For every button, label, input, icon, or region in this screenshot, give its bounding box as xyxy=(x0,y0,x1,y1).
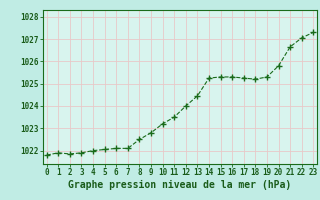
X-axis label: Graphe pression niveau de la mer (hPa): Graphe pression niveau de la mer (hPa) xyxy=(68,180,292,190)
